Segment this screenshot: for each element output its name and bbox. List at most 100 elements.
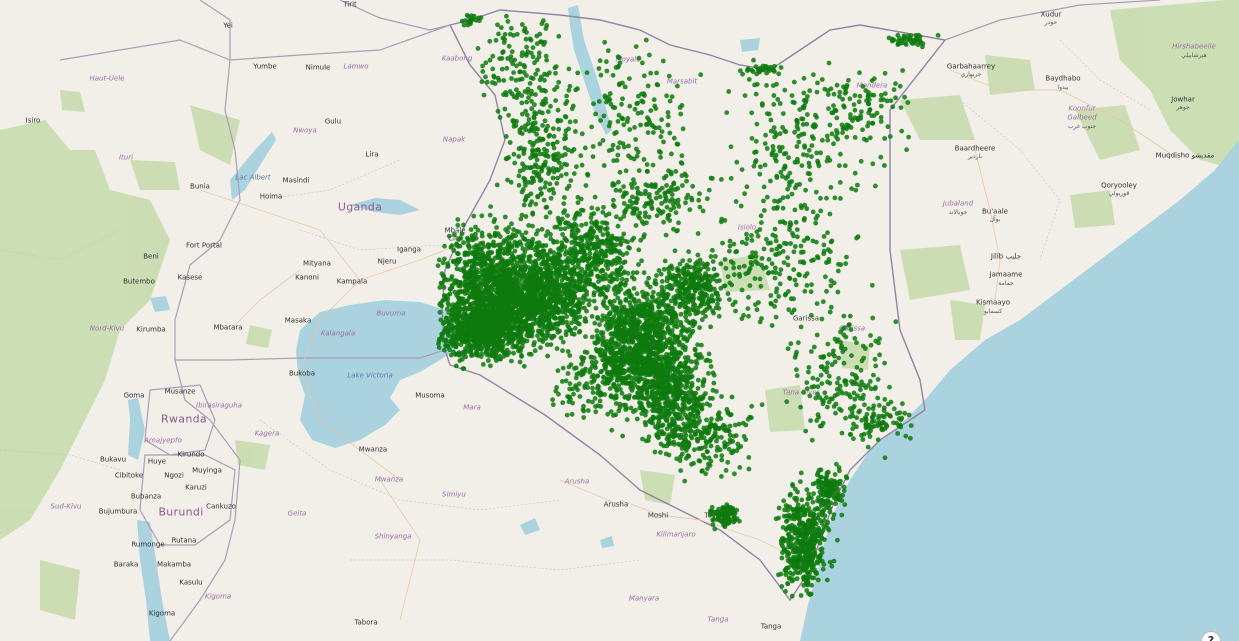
point-marker: [604, 226, 610, 231]
point-marker: [587, 277, 592, 283]
point-marker: [581, 254, 586, 260]
point-marker: [591, 229, 597, 234]
point-marker: [441, 285, 447, 290]
point-marker: [485, 280, 491, 285]
point-marker: [600, 220, 605, 226]
point-marker: [528, 243, 534, 248]
point-marker: [680, 390, 686, 396]
point-marker: [585, 263, 591, 268]
point-marker: [574, 227, 580, 233]
point-marker: [621, 231, 627, 237]
point-marker: [501, 304, 507, 310]
point-marker: [485, 358, 491, 363]
point-marker: [483, 293, 489, 299]
point-marker: [547, 299, 552, 305]
point-marker: [536, 321, 542, 327]
point-marker: [463, 349, 469, 355]
point-marker: [662, 258, 668, 264]
point-marker: [597, 322, 602, 328]
point-marker: [558, 259, 564, 265]
point-marker: [654, 402, 660, 407]
point-marker: [488, 234, 493, 240]
point-marker: [458, 337, 464, 343]
point-marker: [676, 279, 682, 285]
point-marker: [680, 342, 686, 348]
point-marker: [480, 240, 486, 246]
point-marker: [684, 338, 690, 344]
point-marker: [495, 231, 501, 237]
point-marker: [600, 268, 606, 274]
point-marker: [631, 286, 637, 291]
point-marker: [708, 364, 714, 369]
point-marker: [588, 270, 594, 275]
point-marker: [473, 231, 478, 237]
point-marker: [456, 290, 461, 296]
point-marker: [693, 359, 698, 364]
point-marker: [667, 264, 673, 270]
point-marker: [646, 418, 652, 424]
point-marker: [580, 208, 586, 213]
point-marker: [465, 236, 471, 242]
point-marker: [611, 197, 616, 203]
point-marker: [710, 259, 716, 264]
point-marker: [440, 260, 446, 266]
point-marker: [546, 325, 551, 330]
point-marker: [478, 246, 484, 252]
point-marker: [636, 379, 642, 384]
point-marker: [619, 235, 625, 241]
point-marker: [504, 296, 510, 302]
point-marker: [583, 221, 589, 227]
point-marker: [600, 232, 606, 238]
point-marker: [676, 383, 681, 389]
point-marker: [486, 267, 492, 273]
vegetation-layer: [0, 0, 1239, 620]
point-marker: [475, 337, 481, 343]
point-marker: [518, 259, 523, 265]
point-marker: [488, 204, 493, 210]
point-marker: [511, 302, 517, 308]
point-marker: [646, 275, 651, 281]
point-marker: [532, 271, 537, 277]
point-marker: [512, 280, 518, 286]
point-marker: [684, 328, 690, 334]
point-marker: [496, 284, 501, 290]
point-marker: [445, 293, 451, 298]
point-marker: [576, 307, 582, 313]
point-marker: [655, 309, 661, 315]
point-marker: [562, 208, 568, 214]
point-marker: [587, 298, 592, 304]
point-marker: [603, 253, 609, 259]
point-marker: [664, 291, 670, 297]
point-marker: [667, 331, 673, 336]
point-marker: [690, 328, 696, 334]
point-marker: [615, 268, 621, 273]
point-marker: [561, 265, 567, 271]
point-marker: [672, 379, 678, 385]
point-marker: [584, 350, 590, 355]
point-marker: [614, 214, 619, 220]
point-marker: [640, 436, 645, 442]
point-marker: [500, 343, 506, 348]
point-marker: [509, 221, 514, 227]
point-marker: [561, 201, 567, 207]
point-marker: [723, 265, 729, 271]
point-marker: [661, 266, 667, 272]
point-marker: [488, 333, 494, 339]
point-marker: [514, 260, 520, 266]
point-marker: [706, 282, 712, 288]
point-marker: [644, 391, 650, 396]
point-marker: [463, 288, 469, 294]
point-marker: [620, 433, 625, 439]
point-marker: [560, 309, 566, 315]
point-marker: [584, 289, 589, 294]
point-marker: [625, 270, 631, 276]
point-marker: [675, 266, 680, 271]
point-marker: [618, 332, 623, 338]
point-marker: [598, 286, 604, 292]
point-marker: [507, 281, 513, 286]
point-marker: [618, 281, 623, 287]
point-marker: [640, 356, 646, 361]
point-marker: [459, 231, 465, 237]
point-marker: [515, 330, 521, 336]
